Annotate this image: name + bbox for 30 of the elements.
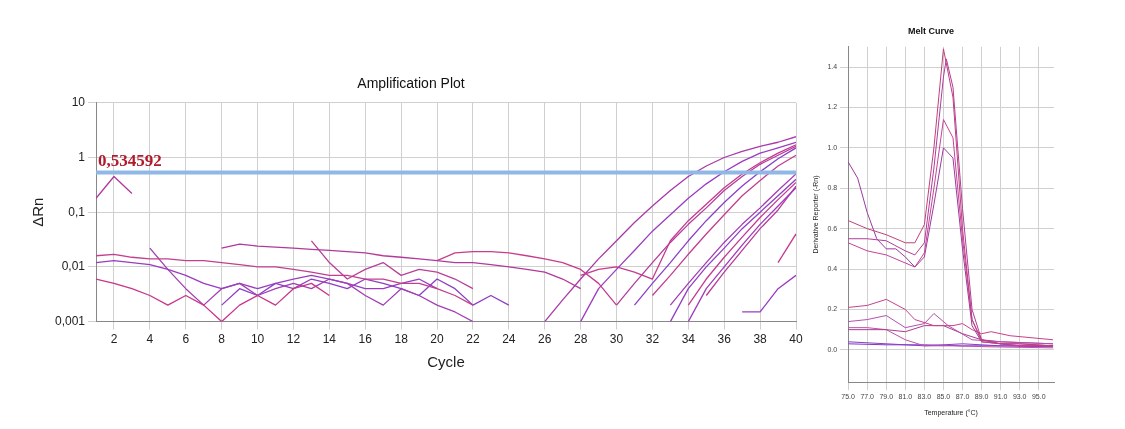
- x-tick-label: 12: [286, 332, 301, 347]
- x-tick-label: 38: [753, 332, 768, 347]
- y-axis-title: ΔRn: [29, 197, 47, 227]
- x-tick-label: 18: [394, 332, 409, 347]
- x-tick-label: 8: [218, 332, 226, 347]
- chart-title: Melt Curve: [907, 25, 955, 36]
- x-tick-label: 30: [609, 332, 624, 347]
- x-tick-label: 26: [538, 332, 552, 347]
- x-tick-label: 24: [502, 332, 516, 347]
- y-tick-label: 0,001: [55, 313, 86, 328]
- y-tick-label: 0,1: [68, 204, 86, 219]
- chart-title: Amplification Plot: [357, 75, 465, 92]
- y-tick-label: 10: [71, 95, 86, 110]
- x-tick-label: 4: [146, 332, 154, 347]
- x-tick-label: 10: [250, 332, 265, 347]
- ref-line-label: 0,534592: [98, 151, 162, 171]
- x-tick-label: 36: [717, 332, 732, 347]
- x-tick-label: 22: [466, 332, 480, 347]
- x-tick-label: 32: [645, 332, 660, 347]
- x-tick-label: 40: [789, 332, 803, 347]
- y-tick-label: 1: [78, 149, 86, 164]
- x-tick-label: 28: [573, 332, 588, 347]
- x-tick-label: 34: [681, 332, 696, 347]
- x-axis-title: Cycle: [427, 353, 465, 371]
- x-tick-label: 14: [322, 332, 337, 347]
- x-tick-label: 6: [182, 332, 190, 347]
- y-tick-label: 0,01: [61, 259, 86, 274]
- x-tick-label: 20: [430, 332, 445, 347]
- x-tick-label: 2: [110, 332, 118, 347]
- x-tick-label: 16: [358, 332, 373, 347]
